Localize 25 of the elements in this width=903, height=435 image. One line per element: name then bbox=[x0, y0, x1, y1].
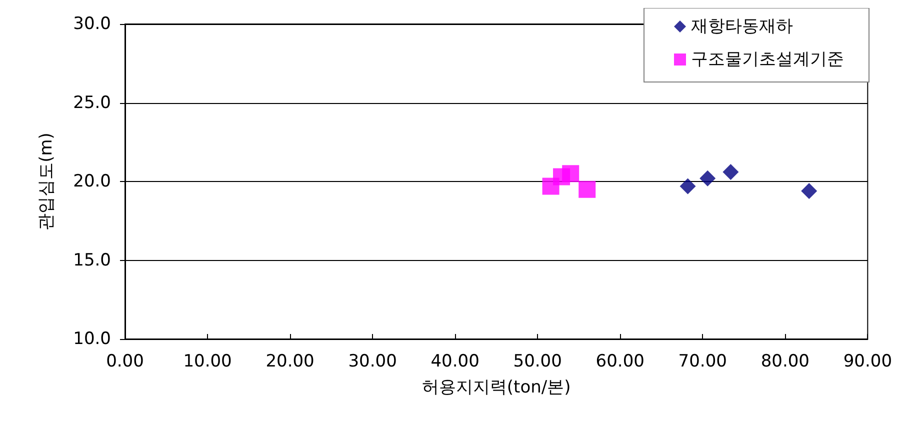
x-tick-label: 80.00 bbox=[760, 352, 810, 372]
point bbox=[680, 178, 696, 194]
x-tick-label: 10.00 bbox=[183, 352, 232, 372]
point bbox=[578, 180, 596, 198]
y-tick-label: 25.0 bbox=[73, 92, 111, 113]
x-tick-label: 40.00 bbox=[430, 352, 480, 372]
point bbox=[562, 165, 580, 182]
x-tick-label: 30.00 bbox=[348, 352, 397, 372]
y-tick-label: 20.0 bbox=[73, 172, 111, 192]
legend-label: 구조물기초설계기준 bbox=[691, 50, 844, 70]
point bbox=[722, 164, 739, 180]
x-axis-title: 허용지지력(ton/본) bbox=[422, 378, 571, 398]
x-tick-label: 20.00 bbox=[266, 352, 314, 372]
x-tick-label: 50.00 bbox=[513, 352, 562, 372]
legend-label: 재항타동재하 bbox=[691, 16, 793, 36]
y-tick-label: 30.0 bbox=[73, 14, 111, 34]
point bbox=[700, 170, 716, 186]
x-tick-label: 60.00 bbox=[596, 352, 644, 372]
x-tick-label: 70.00 bbox=[678, 352, 727, 372]
y-tick-label: 15.0 bbox=[73, 250, 111, 270]
y-axis-title: 관입심도(m) bbox=[36, 132, 56, 230]
x-tick-label: 0.00 bbox=[106, 352, 144, 372]
x-tick-label: 90.00 bbox=[843, 352, 892, 372]
point bbox=[801, 182, 818, 199]
y-tick-label: 10.0 bbox=[73, 329, 111, 349]
